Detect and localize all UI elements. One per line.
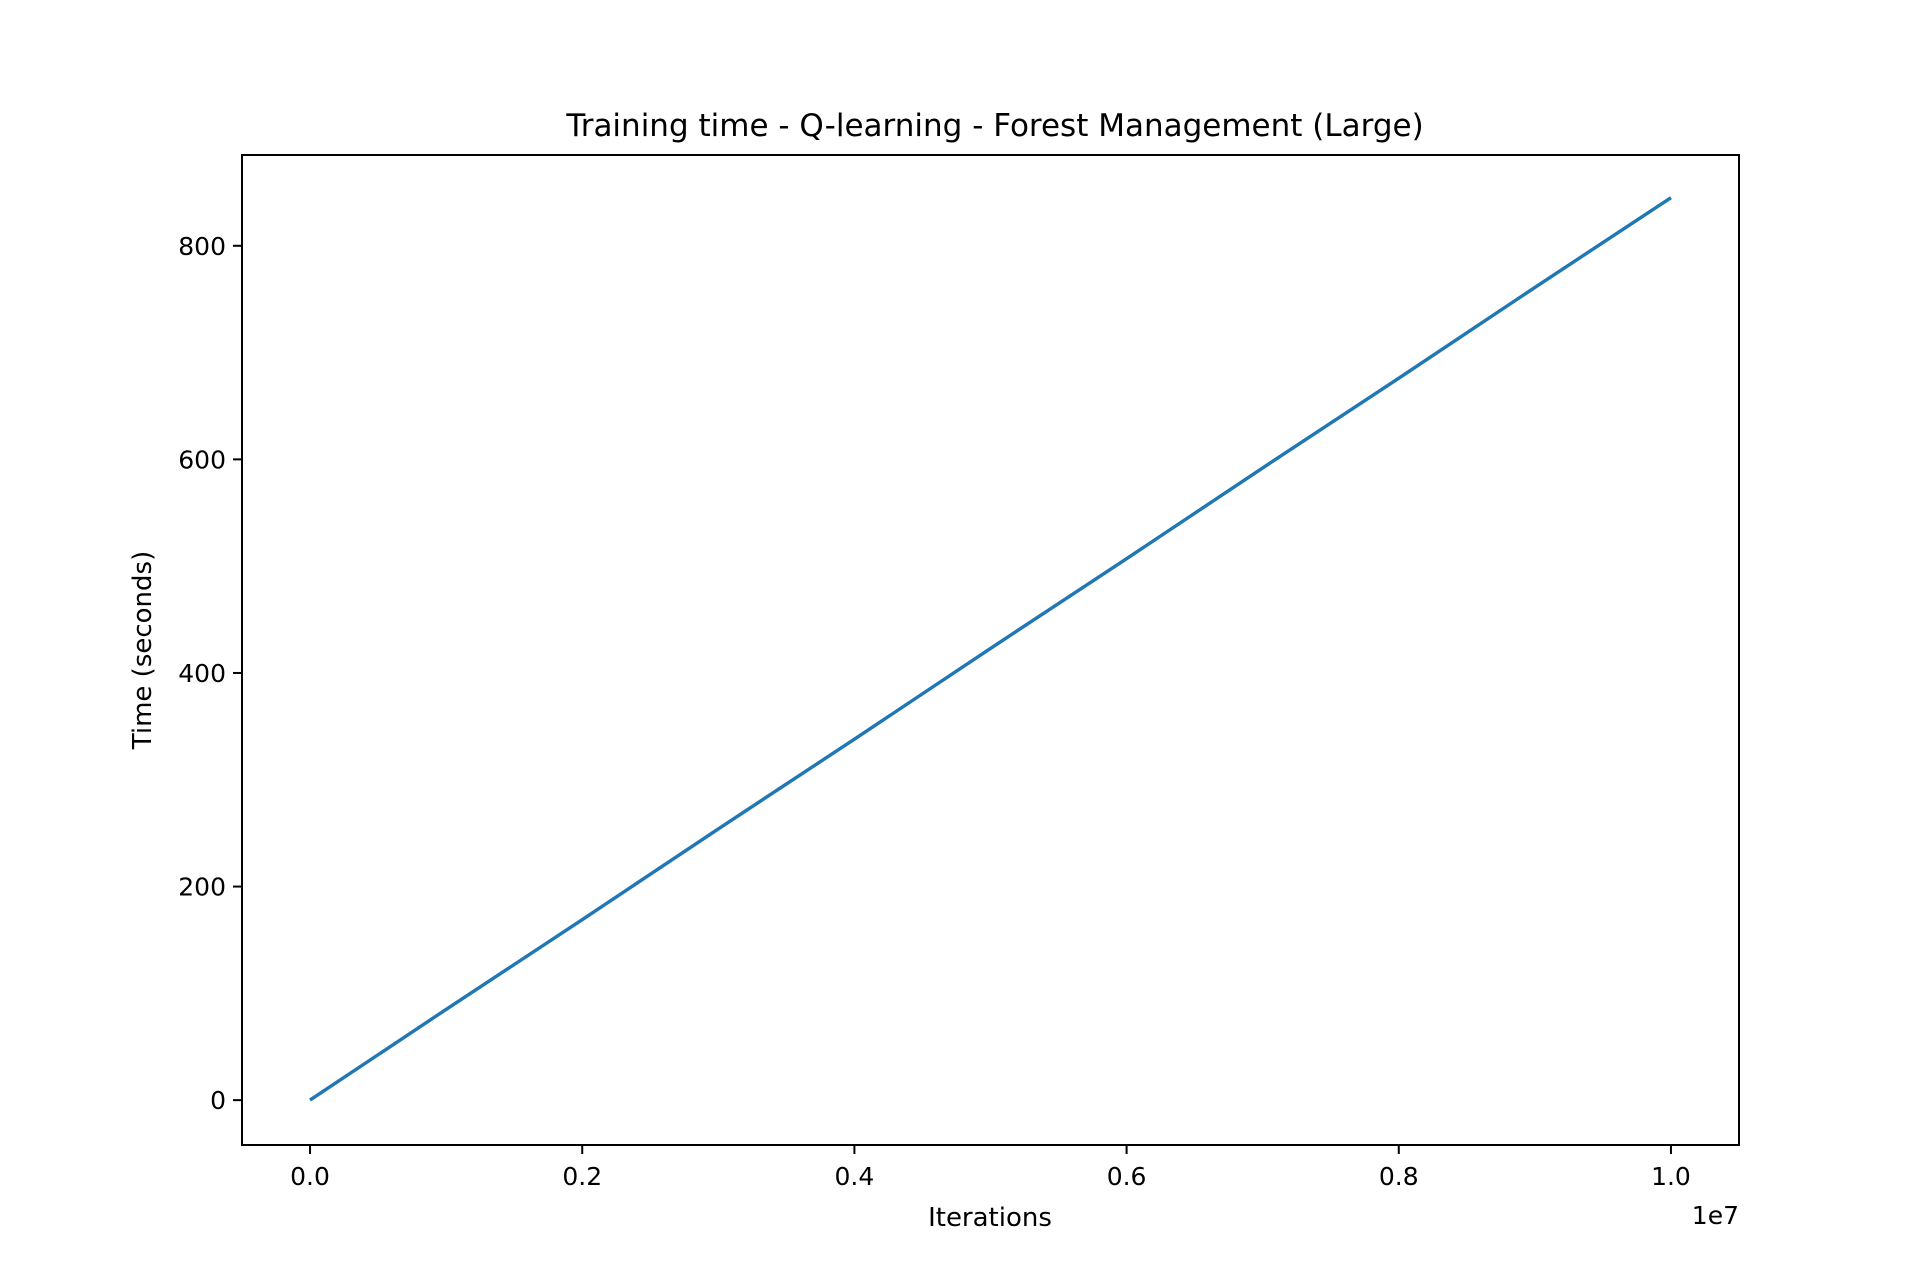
- x-axis-label: Iterations: [928, 1203, 1052, 1233]
- x-tick-label: 0.4: [835, 1162, 875, 1191]
- y-axis-label: Time (seconds): [128, 551, 158, 750]
- y-tick-label: 0: [210, 1086, 226, 1115]
- chart-title: Training time - Q-learning - Forest Mana…: [565, 108, 1423, 144]
- y-tick-label: 400: [178, 659, 226, 688]
- x-tick-label: 0.0: [290, 1162, 330, 1191]
- x-axis: 0.0 0.2 0.4 0.6 0.8 1.0: [290, 1145, 1691, 1191]
- plot-area: [309, 196, 1672, 1102]
- plot-frame: [241, 154, 1740, 1146]
- x-tick-label: 0.8: [1379, 1162, 1419, 1191]
- x-tick-label: 0.2: [562, 1162, 602, 1191]
- y-tick-label: 600: [178, 445, 226, 474]
- y-tick-label: 800: [178, 232, 226, 261]
- x-tick-label: 1.0: [1651, 1162, 1691, 1191]
- series-line-0: [309, 196, 1672, 1102]
- x-tick-label: 0.6: [1107, 1162, 1147, 1191]
- y-tick-label: 200: [178, 873, 226, 902]
- y-axis: 0 200 400 600 800: [178, 232, 242, 1115]
- x-axis-offset-text: 1e7: [1692, 1201, 1739, 1230]
